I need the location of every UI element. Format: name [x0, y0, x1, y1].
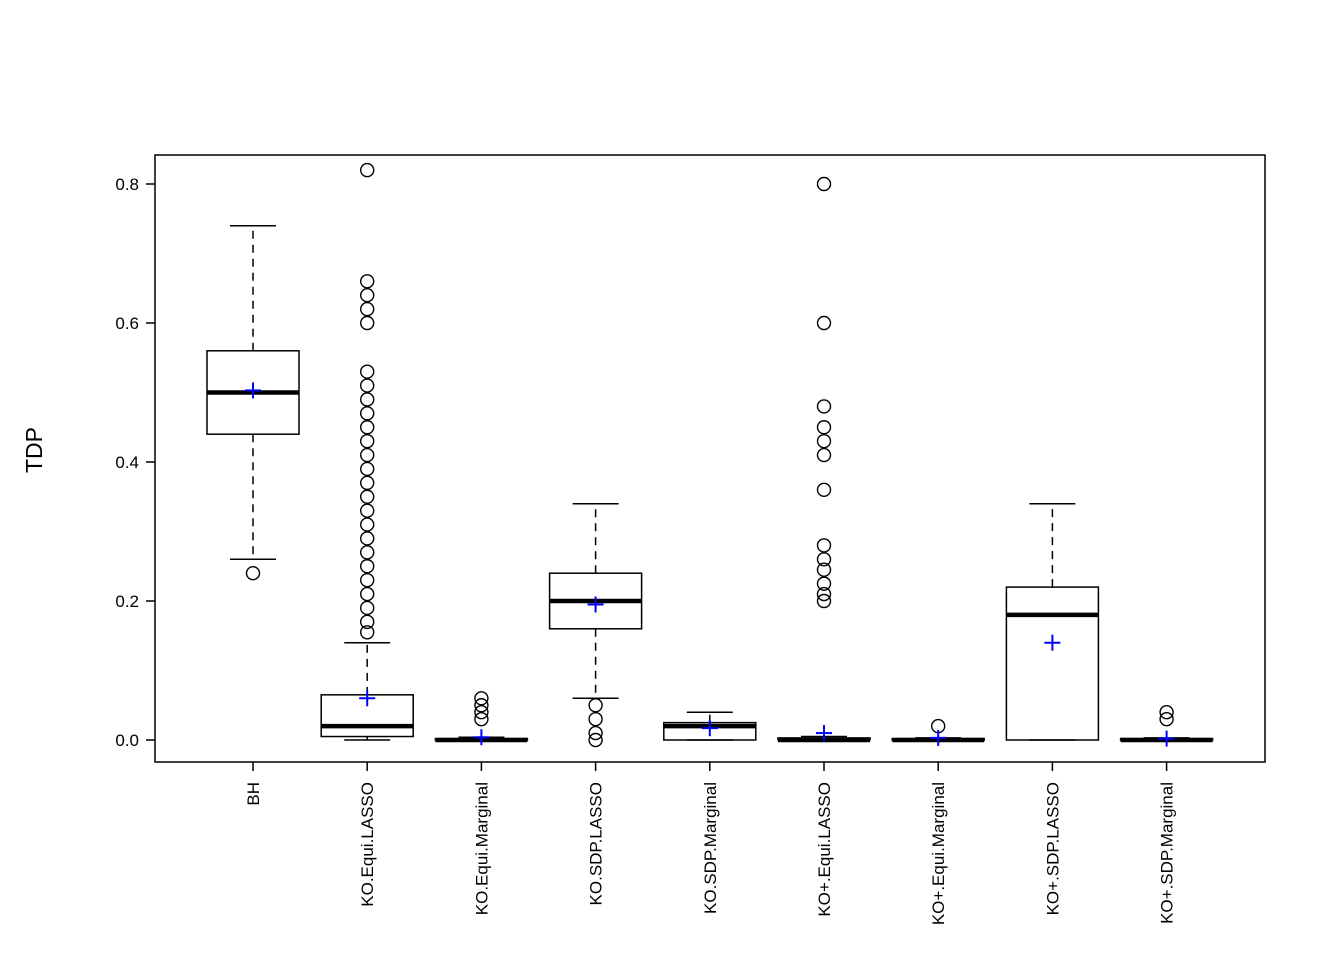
y-tick-label: 0.2: [115, 592, 139, 611]
outlier-point: [816, 420, 832, 435]
outlier-point: [360, 545, 375, 560]
outlier-point: [360, 461, 375, 477]
outlier-point: [360, 475, 375, 491]
x-category-label: KO+.Equi.Marginal: [929, 782, 948, 925]
outlier-point: [816, 315, 832, 331]
outlier-point: [588, 698, 603, 713]
outlier-point: [588, 732, 603, 748]
outlier-point: [816, 176, 832, 192]
outlier-point: [1159, 711, 1174, 727]
outlier-point: [360, 162, 375, 178]
outlier-point: [360, 378, 375, 393]
outlier-point: [360, 288, 375, 303]
x-category-label: KO+.SDP.LASSO: [1043, 782, 1062, 915]
outlier-point: [360, 447, 375, 463]
outlier-point: [360, 301, 375, 317]
outlier-point: [360, 572, 375, 588]
outlier-point: [816, 552, 832, 567]
outlier-point: [816, 586, 832, 602]
x-category-label: KO+.SDP.Marginal: [1158, 782, 1177, 924]
x-category-label: KO+.Equi.LASSO: [815, 782, 834, 917]
outlier-point: [360, 364, 375, 379]
outlier-point: [816, 538, 832, 553]
outlier-point: [588, 711, 603, 727]
x-category-label: BH: [244, 782, 263, 806]
outlier-point: [360, 315, 375, 331]
outlier-point: [360, 559, 375, 574]
box: [1005, 586, 1100, 741]
outlier-point: [474, 691, 489, 706]
outlier-point: [474, 705, 489, 720]
x-category-label: KO.Equi.LASSO: [358, 782, 377, 907]
x-category-label: KO.Equi.Marginal: [472, 782, 491, 915]
outlier-point: [816, 576, 832, 591]
y-tick-label: 0.6: [115, 314, 139, 333]
outlier-point: [816, 447, 832, 463]
outlier-point: [360, 625, 375, 640]
outlier-point: [588, 725, 603, 741]
y-tick-label: 0.4: [115, 453, 139, 472]
outlier-point: [360, 392, 375, 407]
y-tick-label: 0.8: [115, 175, 139, 194]
outlier-point: [360, 586, 375, 602]
y-tick-label: 0.0: [115, 731, 139, 750]
outlier-point: [360, 531, 375, 546]
outlier-point: [816, 482, 832, 497]
x-category-label: KO.SDP.Marginal: [701, 782, 720, 914]
y-axis-label: TDP: [21, 427, 47, 473]
outlier-point: [816, 399, 832, 414]
outlier-point: [360, 614, 375, 630]
outlier-point: [816, 433, 832, 449]
outlier-point: [360, 420, 375, 435]
outlier-point: [360, 406, 375, 421]
outlier-point: [360, 517, 375, 532]
outlier-point: [360, 600, 375, 616]
outlier-point: [245, 566, 261, 581]
x-category-label: KO.SDP.LASSO: [587, 782, 606, 905]
outlier-point: [360, 433, 375, 449]
outlier-point: [1159, 705, 1174, 720]
outlier-point: [360, 489, 375, 504]
outlier-point: [816, 562, 832, 577]
outlier-point: [360, 274, 375, 289]
outlier-point: [474, 711, 489, 727]
outlier-point: [360, 503, 375, 518]
outlier-point: [474, 698, 489, 713]
outlier-point: [816, 593, 832, 609]
